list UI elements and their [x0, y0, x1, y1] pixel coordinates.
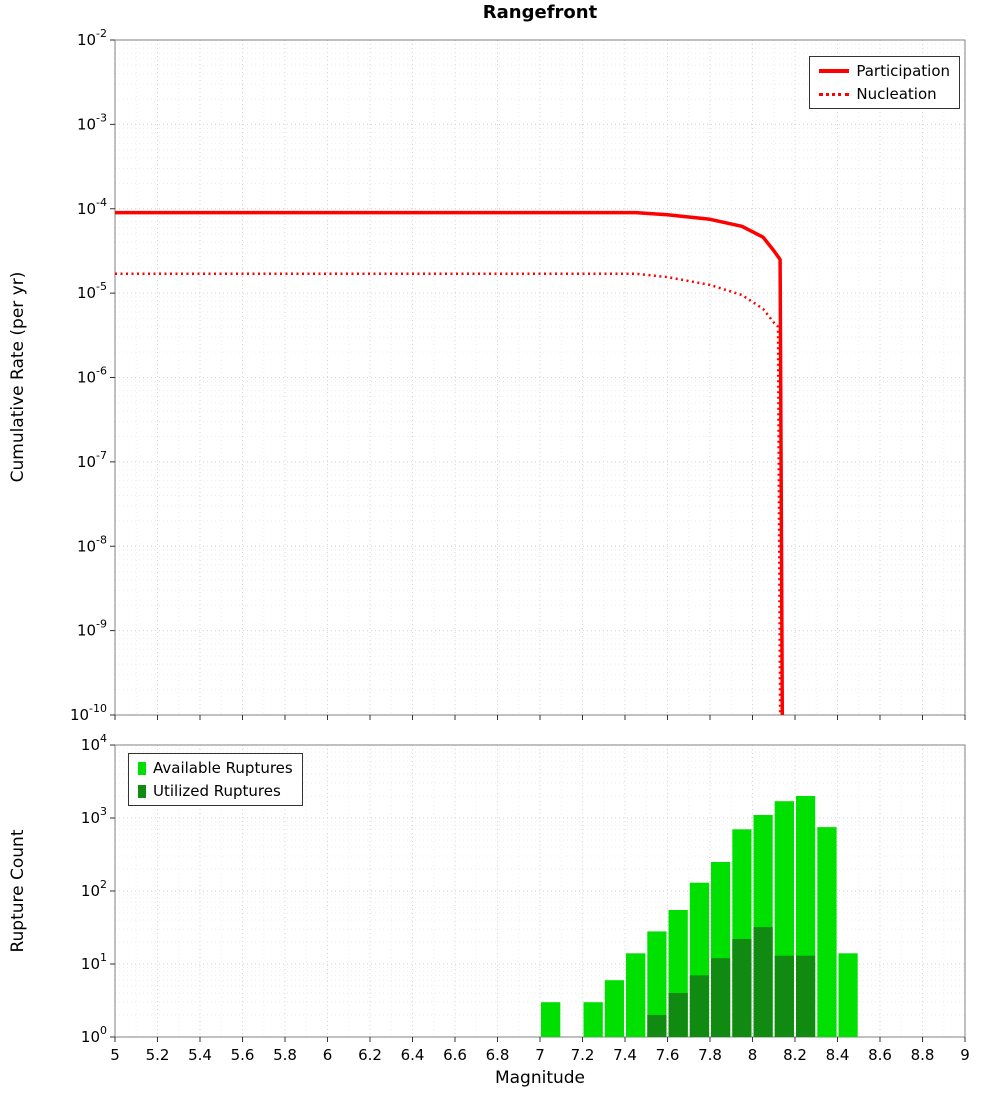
legend-label-utilized: Utilized Ruptures	[153, 782, 281, 800]
svg-text:8.8: 8.8	[911, 1046, 935, 1064]
svg-text:7: 7	[535, 1046, 545, 1064]
utilized-swatch	[138, 784, 146, 798]
svg-text:7.4: 7.4	[613, 1046, 637, 1064]
nucleation-line-sample	[819, 92, 850, 96]
svg-text:101: 101	[81, 951, 107, 973]
available-swatch	[138, 761, 146, 775]
svg-text:102: 102	[81, 878, 107, 900]
svg-text:6.2: 6.2	[358, 1046, 382, 1064]
legend-label-participation: Participation	[856, 62, 950, 80]
svg-text:10-3: 10-3	[77, 111, 107, 133]
svg-text:5: 5	[110, 1046, 120, 1064]
svg-text:5.2: 5.2	[146, 1046, 170, 1064]
participation-line-sample	[819, 69, 850, 73]
svg-text:10-2: 10-2	[77, 27, 107, 49]
legend-item-available: Available Ruptures	[138, 759, 293, 777]
bar-utilized-7.6	[668, 993, 688, 1037]
svg-text:7.8: 7.8	[698, 1046, 722, 1064]
rupture-legend: Available Ruptures Utilized Ruptures	[128, 753, 303, 806]
legend-label-nucleation: Nucleation	[856, 85, 937, 103]
legend-item-nucleation: Nucleation	[819, 85, 950, 103]
chart-title: Rangefront	[482, 2, 598, 23]
bar-available-7.5	[647, 931, 667, 1037]
bar-available-7	[541, 1002, 561, 1037]
rate-legend: Participation Nucleation	[809, 56, 960, 109]
svg-text:10-5: 10-5	[77, 280, 107, 302]
svg-text:103: 103	[81, 805, 107, 827]
bar-available-8.4	[838, 953, 858, 1037]
x-axis-label: Magnitude	[495, 1068, 585, 1088]
svg-text:6: 6	[323, 1046, 333, 1064]
legend-item-participation: Participation	[819, 62, 950, 80]
svg-text:10-9: 10-9	[77, 618, 107, 640]
bar-available-7.3	[604, 980, 624, 1037]
svg-text:100: 100	[81, 1024, 107, 1046]
svg-text:5.6: 5.6	[231, 1046, 255, 1064]
svg-text:10-4: 10-4	[77, 196, 107, 218]
bar-utilized-8.1	[774, 955, 794, 1037]
svg-text:6.4: 6.4	[401, 1046, 425, 1064]
svg-text:8.2: 8.2	[783, 1046, 807, 1064]
legend-item-utilized: Utilized Ruptures	[138, 782, 293, 800]
bar-utilized-7.7	[689, 975, 710, 1037]
svg-text:6.6: 6.6	[443, 1046, 467, 1064]
bottom-y-axis-label: Rupture Count	[8, 829, 28, 952]
svg-text:10-8: 10-8	[77, 533, 107, 555]
svg-text:104: 104	[81, 732, 107, 754]
cumulative-rate-chart: 10-10 10-9 10-8 10-7 10-6 10-5 10-4 10-3 10-2 Cu…	[8, 27, 966, 724]
participation-line	[115, 210, 785, 716]
svg-text:8: 8	[748, 1046, 758, 1064]
svg-text:7.2: 7.2	[571, 1046, 595, 1064]
svg-text:8.6: 8.6	[868, 1046, 892, 1064]
bar-utilized-7.5	[647, 1015, 667, 1037]
svg-text:5.4: 5.4	[188, 1046, 212, 1064]
bar-utilized-8.2	[796, 955, 816, 1037]
bar-utilized-8	[753, 927, 773, 1037]
svg-text:6.8: 6.8	[486, 1046, 510, 1064]
bar-utilized-7.8	[711, 958, 731, 1037]
svg-text:5.8: 5.8	[273, 1046, 297, 1064]
legend-label-available: Available Ruptures	[153, 759, 293, 777]
bar-available-7.4	[626, 953, 646, 1037]
bar-utilized-7.9	[732, 939, 752, 1037]
bottom-series	[541, 796, 858, 1037]
bar-available-8.3	[817, 827, 837, 1037]
svg-text:9: 9	[960, 1046, 970, 1064]
svg-text:10-6: 10-6	[77, 365, 107, 387]
top-y-axis-label: Cumulative Rate (per yr)	[8, 272, 28, 483]
svg-text:8.4: 8.4	[826, 1046, 850, 1064]
top-gridlines	[114, 39, 966, 716]
top-series	[115, 210, 785, 716]
svg-text:7.6: 7.6	[656, 1046, 680, 1064]
svg-text:10-7: 10-7	[77, 449, 107, 471]
svg-text:10-10: 10-10	[70, 702, 107, 724]
bar-available-7.2	[583, 1002, 603, 1037]
